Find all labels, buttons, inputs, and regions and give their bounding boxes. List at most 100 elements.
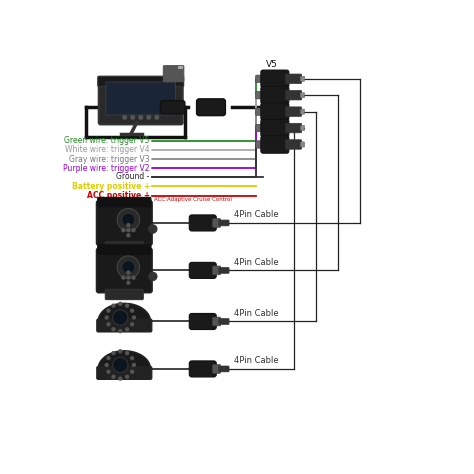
Text: Gray wire: trigger V3: Gray wire: trigger V3 [69,155,150,164]
Circle shape [112,304,115,307]
FancyBboxPatch shape [255,124,264,132]
Circle shape [119,329,122,333]
Text: ACC:Adaptive Cruise Control: ACC:Adaptive Cruise Control [154,198,231,202]
FancyBboxPatch shape [255,75,264,82]
Circle shape [112,375,115,378]
Circle shape [132,229,135,232]
Polygon shape [98,351,150,369]
FancyBboxPatch shape [219,366,229,372]
Text: 4Pin Cable: 4Pin Cable [234,309,278,318]
FancyBboxPatch shape [219,267,229,273]
Circle shape [117,256,140,278]
FancyBboxPatch shape [164,65,184,82]
FancyBboxPatch shape [300,92,305,98]
FancyBboxPatch shape [189,215,216,231]
Text: V4: V4 [266,76,278,85]
Circle shape [105,364,108,366]
Bar [178,66,182,69]
Circle shape [113,310,128,325]
FancyBboxPatch shape [286,91,301,100]
FancyBboxPatch shape [286,123,301,133]
FancyBboxPatch shape [99,77,182,124]
FancyBboxPatch shape [97,366,152,379]
FancyBboxPatch shape [97,319,152,332]
FancyBboxPatch shape [98,245,151,255]
Circle shape [107,370,110,373]
Text: Green wire: trigger V5: Green wire: trigger V5 [64,137,150,146]
Circle shape [132,364,136,366]
Circle shape [107,309,110,312]
FancyBboxPatch shape [97,248,152,292]
Circle shape [155,116,159,119]
Text: V1: V1 [266,125,278,134]
FancyBboxPatch shape [255,91,264,99]
FancyBboxPatch shape [300,76,305,82]
Circle shape [107,356,110,360]
Circle shape [127,234,130,237]
FancyBboxPatch shape [213,219,221,228]
Circle shape [126,328,128,331]
Circle shape [107,323,110,326]
FancyBboxPatch shape [106,82,175,115]
Circle shape [127,281,130,284]
FancyBboxPatch shape [97,201,152,245]
Circle shape [126,304,128,307]
Text: V2: V2 [266,109,278,118]
Text: Purple wire: trigger V2: Purple wire: trigger V2 [64,164,150,173]
Text: 4Pin Cable: 4Pin Cable [234,210,278,219]
FancyBboxPatch shape [286,107,301,117]
FancyBboxPatch shape [255,141,264,148]
Circle shape [127,229,130,232]
Circle shape [112,328,115,331]
FancyBboxPatch shape [160,100,185,114]
Text: 4Pin Cable: 4Pin Cable [234,258,278,267]
Circle shape [119,350,122,353]
Circle shape [131,116,135,119]
FancyBboxPatch shape [300,142,305,147]
Circle shape [127,271,130,274]
FancyBboxPatch shape [300,126,305,131]
FancyBboxPatch shape [213,266,221,275]
FancyBboxPatch shape [255,108,264,115]
FancyBboxPatch shape [189,361,216,377]
Circle shape [132,276,135,279]
Polygon shape [98,303,150,321]
FancyBboxPatch shape [105,289,143,300]
FancyBboxPatch shape [219,319,229,324]
FancyBboxPatch shape [300,109,305,114]
Text: V5: V5 [266,60,278,69]
Circle shape [122,261,135,273]
FancyBboxPatch shape [286,140,301,149]
Text: ACC positive +: ACC positive + [87,191,150,200]
FancyBboxPatch shape [219,220,229,226]
Circle shape [127,224,130,227]
Text: Battery positive +: Battery positive + [72,182,150,191]
Circle shape [126,375,128,378]
Circle shape [122,213,135,226]
Circle shape [126,352,128,355]
Circle shape [105,316,108,319]
FancyBboxPatch shape [213,317,221,326]
FancyBboxPatch shape [261,119,289,137]
Circle shape [147,116,151,119]
Circle shape [112,352,115,355]
Circle shape [131,323,134,326]
Circle shape [127,276,130,279]
Circle shape [131,370,134,373]
FancyBboxPatch shape [261,136,289,153]
FancyBboxPatch shape [261,103,289,120]
Text: 4Pin Cable: 4Pin Cable [234,356,278,365]
Circle shape [131,356,134,360]
Circle shape [113,357,128,373]
Circle shape [122,276,125,279]
FancyBboxPatch shape [213,365,221,374]
FancyBboxPatch shape [261,86,289,104]
FancyBboxPatch shape [189,313,216,329]
FancyBboxPatch shape [197,99,226,116]
Circle shape [123,116,127,119]
Circle shape [131,309,134,312]
Text: Ground -: Ground - [117,172,150,181]
Circle shape [119,377,122,380]
FancyBboxPatch shape [261,70,289,88]
Circle shape [117,209,140,231]
